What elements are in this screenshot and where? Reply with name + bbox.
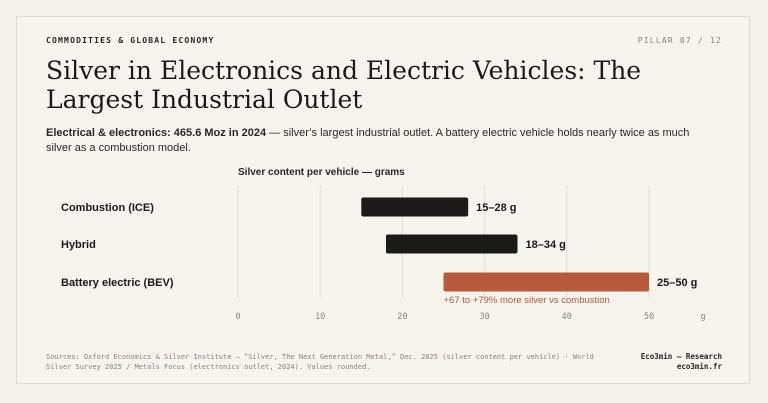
range-bar xyxy=(385,234,518,254)
x-axis-unit: g xyxy=(700,312,705,322)
brand-name: Eco3min — Research xyxy=(640,352,722,361)
value-label: 25–50 g xyxy=(657,277,697,289)
bars xyxy=(361,197,649,292)
brand-url: eco3min.fr xyxy=(676,362,722,371)
category-label: Hybrid xyxy=(61,239,96,251)
bev-annotation: +67 to +79% more silver vs combustion xyxy=(444,295,610,306)
page-title: Silver in Electronics and Electric Vehic… xyxy=(46,56,642,114)
x-tick-label: 40 xyxy=(562,312,572,322)
pillar-counter: PILLAR 07 / 12 xyxy=(637,36,722,45)
category-label: Battery electric (BEV) xyxy=(61,277,174,289)
range-bar xyxy=(361,197,469,217)
range-bar xyxy=(443,272,649,292)
value-label: 18–34 g xyxy=(525,239,565,251)
x-tick-label: 30 xyxy=(479,312,489,322)
x-tick-label: 0 xyxy=(235,312,240,322)
labels: 0 10 20 30 40 50 g Combustion (ICE) 15–28 g Hybri… xyxy=(61,202,706,322)
x-tick-label: 10 xyxy=(315,312,325,322)
category-label: Combustion (ICE) xyxy=(61,202,154,214)
chart-title: Silver content per vehicle — grams xyxy=(238,167,405,178)
x-tick-label: 20 xyxy=(397,312,407,322)
brand-block: Eco3min — Research eco3min.fr xyxy=(641,352,722,372)
value-label: 15–28 g xyxy=(476,202,516,214)
section-kicker: COMMODITIES & GLOBAL ECONOMY xyxy=(46,36,215,45)
x-tick-label: 50 xyxy=(644,312,654,322)
sources-note: Sources: Oxford Economics & Silver Insti… xyxy=(46,353,594,371)
subtitle-text: — silver’s largest industrial outlet. A … xyxy=(46,127,690,154)
subtitle: Electrical & electronics: 465.6 Moz in 2… xyxy=(46,126,696,156)
subtitle-highlight: Electrical & electronics: 465.6 Moz in 2… xyxy=(46,127,267,139)
